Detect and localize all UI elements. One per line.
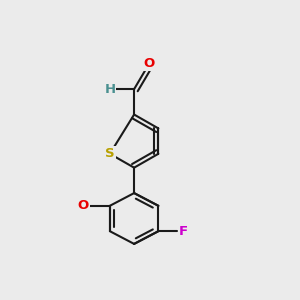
Text: F: F bbox=[179, 225, 188, 238]
Text: O: O bbox=[143, 57, 155, 70]
Text: O: O bbox=[78, 199, 89, 212]
Text: H: H bbox=[104, 82, 116, 96]
Text: S: S bbox=[105, 147, 115, 160]
